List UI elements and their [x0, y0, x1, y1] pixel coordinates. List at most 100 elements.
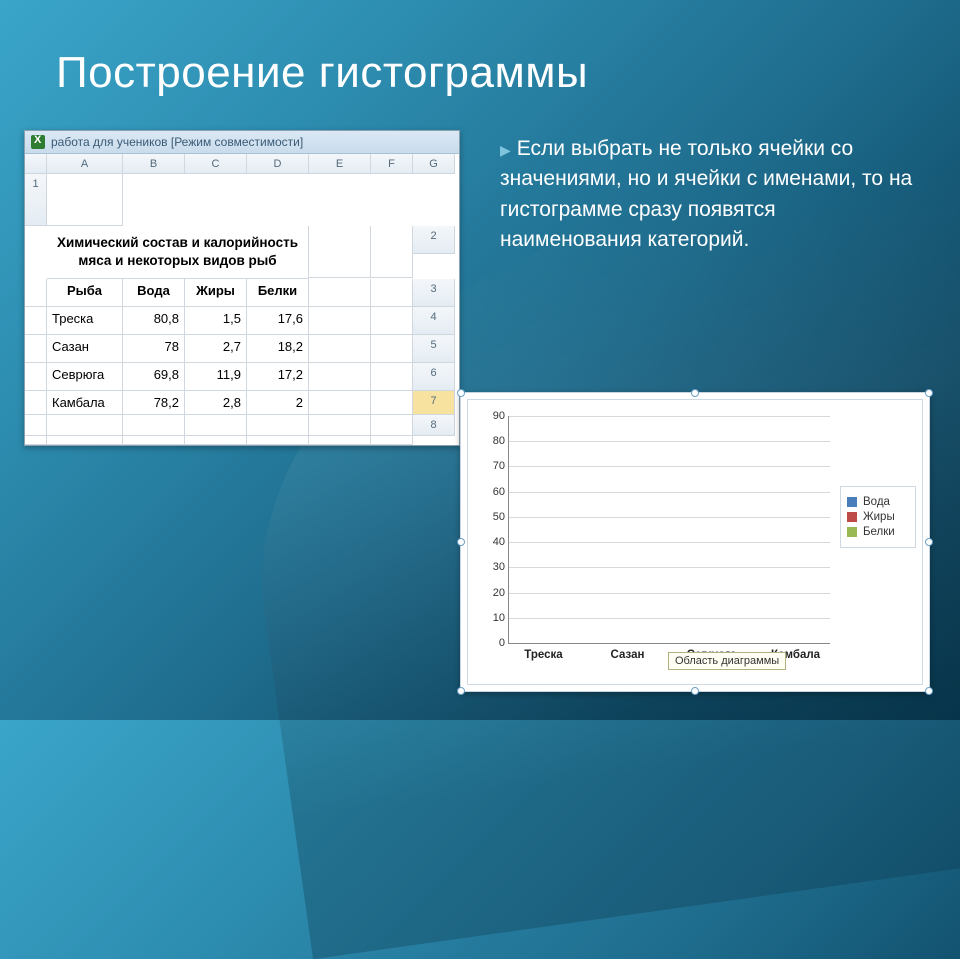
col-A[interactable]: A — [47, 154, 123, 174]
bullet-icon: ▶ — [500, 142, 511, 158]
cell-F7[interactable] — [309, 415, 371, 436]
cell-C5[interactable]: 69,8 — [123, 363, 185, 391]
cell-G4[interactable] — [371, 335, 413, 363]
cell-B7[interactable] — [47, 415, 123, 436]
excel-app-icon — [31, 135, 45, 149]
row-5[interactable]: 5 — [413, 335, 455, 363]
legend-swatch-icon — [847, 497, 857, 507]
cell-A4[interactable] — [25, 335, 47, 363]
cell-D6[interactable]: 2,8 — [185, 391, 247, 415]
chart-object[interactable]: 0102030405060708090ТрескаСазанСеврюгаКам… — [460, 392, 930, 692]
cell-B6[interactable]: Камбала — [47, 391, 123, 415]
cell-F5[interactable] — [309, 363, 371, 391]
cell-C3[interactable]: 80,8 — [123, 307, 185, 335]
plot-area[interactable]: 0102030405060708090ТрескаСазанСеврюгаКам… — [508, 416, 830, 644]
cell-E4[interactable]: 18,2 — [247, 335, 309, 363]
row-7[interactable]: 7 — [413, 391, 455, 415]
y-axis-label: 90 — [479, 410, 505, 422]
y-axis-label: 0 — [479, 637, 505, 649]
cell-F4[interactable] — [309, 335, 371, 363]
cell-G7[interactable] — [371, 415, 413, 436]
chart-area[interactable]: 0102030405060708090ТрескаСазанСеврюгаКам… — [467, 399, 923, 685]
header-ryba[interactable]: Рыба — [47, 279, 123, 307]
y-axis-label: 30 — [479, 561, 505, 573]
cell-A3[interactable] — [25, 307, 47, 335]
gridline — [509, 517, 830, 518]
excel-grid[interactable]: A B C D E F G 1 Химический состав и кало… — [25, 154, 459, 445]
col-D[interactable]: D — [247, 154, 309, 174]
header-zhiry[interactable]: Жиры — [185, 279, 247, 307]
row-2[interactable]: 2 — [413, 226, 455, 254]
cell-A1[interactable] — [47, 174, 123, 226]
gridline — [509, 593, 830, 594]
slide-title: Построение гистограммы — [56, 48, 588, 98]
col-B[interactable]: B — [123, 154, 185, 174]
cell-F8[interactable] — [309, 436, 371, 445]
cell-F1[interactable] — [309, 226, 371, 278]
legend-swatch-icon — [847, 527, 857, 537]
col-E[interactable]: E — [309, 154, 371, 174]
cell-C6[interactable]: 78,2 — [123, 391, 185, 415]
legend-item[interactable]: Жиры — [847, 511, 909, 523]
gridline — [509, 416, 830, 417]
row-6[interactable]: 6 — [413, 363, 455, 391]
cell-B4[interactable]: Сазан — [47, 335, 123, 363]
cell-G2[interactable] — [371, 279, 413, 307]
cell-A7[interactable] — [25, 415, 47, 436]
col-C[interactable]: C — [185, 154, 247, 174]
legend-label: Жиры — [863, 511, 895, 523]
legend-label: Вода — [863, 496, 890, 508]
cell-A6[interactable] — [25, 391, 47, 415]
excel-titlebar: работа для учеников [Режим совместимости… — [25, 131, 459, 154]
gridline — [509, 542, 830, 543]
cell-F6[interactable] — [309, 391, 371, 415]
gridline — [509, 567, 830, 568]
gridline — [509, 466, 830, 467]
cell-D8[interactable] — [185, 436, 247, 445]
cell-C4[interactable]: 78 — [123, 335, 185, 363]
cell-E8[interactable] — [247, 436, 309, 445]
y-axis-label: 20 — [479, 587, 505, 599]
x-category-label: Сазан — [593, 643, 663, 661]
cell-G1[interactable] — [371, 226, 413, 278]
legend-item[interactable]: Вода — [847, 496, 909, 508]
cell-A8[interactable] — [25, 436, 47, 445]
row-8[interactable]: 8 — [413, 415, 455, 436]
cell-G8[interactable] — [371, 436, 413, 445]
header-voda[interactable]: Вода — [123, 279, 185, 307]
cell-B5[interactable]: Севрюга — [47, 363, 123, 391]
cell-D7[interactable] — [185, 415, 247, 436]
cell-G3[interactable] — [371, 307, 413, 335]
chart-legend[interactable]: Вода Жиры Белки — [840, 486, 916, 548]
cell-B8[interactable] — [47, 436, 123, 445]
cell-F3[interactable] — [309, 307, 371, 335]
cell-A2[interactable] — [25, 279, 47, 307]
y-axis-label: 70 — [479, 460, 505, 472]
cell-D3[interactable]: 1,5 — [185, 307, 247, 335]
cell-E7[interactable] — [247, 415, 309, 436]
gridline — [509, 492, 830, 493]
header-belki[interactable]: Белки — [247, 279, 309, 307]
row-3[interactable]: 3 — [413, 279, 455, 307]
cell-C8[interactable] — [123, 436, 185, 445]
cell-E3[interactable]: 17,6 — [247, 307, 309, 335]
cell-G5[interactable] — [371, 363, 413, 391]
row-4[interactable]: 4 — [413, 307, 455, 335]
cell-G6[interactable] — [371, 391, 413, 415]
select-all-corner[interactable] — [25, 154, 47, 174]
cell-E6[interactable]: 2 — [247, 391, 309, 415]
cell-F2[interactable] — [309, 279, 371, 307]
table-title[interactable]: Химический состав и калорийность мяса и … — [47, 226, 309, 279]
cell-E5[interactable]: 17,2 — [247, 363, 309, 391]
excel-window: работа для учеников [Режим совместимости… — [24, 130, 460, 446]
col-G[interactable]: G — [413, 154, 455, 174]
cell-B3[interactable]: Треска — [47, 307, 123, 335]
legend-item[interactable]: Белки — [847, 526, 909, 538]
cell-C7[interactable] — [123, 415, 185, 436]
row-1[interactable]: 1 — [25, 174, 47, 226]
cell-D4[interactable]: 2,7 — [185, 335, 247, 363]
col-F[interactable]: F — [371, 154, 413, 174]
cell-D5[interactable]: 11,9 — [185, 363, 247, 391]
cell-A5[interactable] — [25, 363, 47, 391]
y-axis-label: 80 — [479, 435, 505, 447]
